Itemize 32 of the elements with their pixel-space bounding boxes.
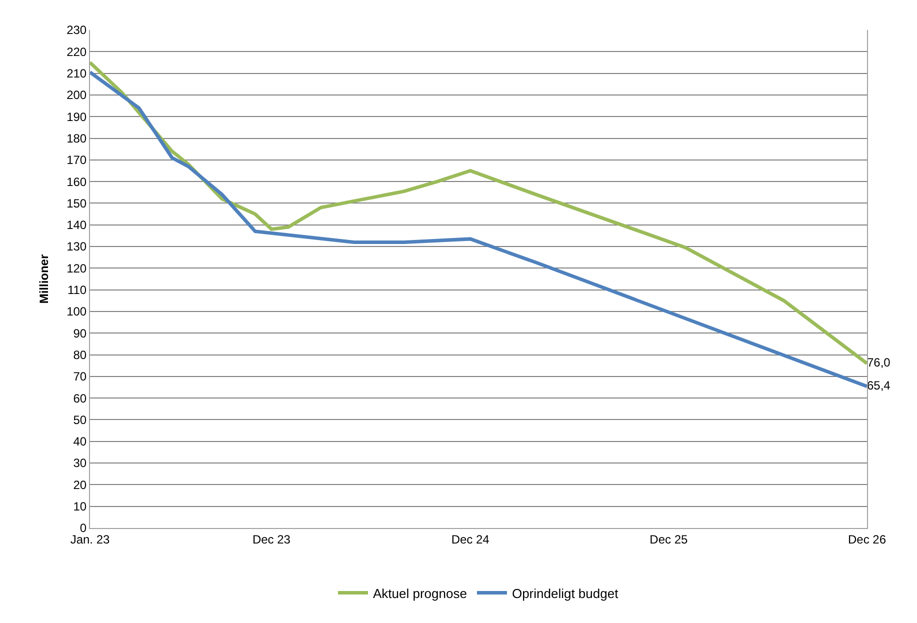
data-label: 65,4 <box>867 378 891 392</box>
y-tick-label: 140 <box>66 218 87 232</box>
y-tick-label: 220 <box>66 44 87 59</box>
y-tick-label: 40 <box>73 434 87 449</box>
y-tick-label: 190 <box>66 110 87 124</box>
y-tick-label: 10 <box>73 500 87 514</box>
y-tick-label: 90 <box>73 326 87 340</box>
y-tick-label: 210 <box>66 66 87 80</box>
legend-label: Oprindeligt budget <box>512 586 619 601</box>
data-label: 76,0 <box>867 355 891 370</box>
x-tick-label: Dec 26 <box>848 532 886 546</box>
y-tick-label: 150 <box>66 196 87 210</box>
y-tick-label: 70 <box>73 370 87 384</box>
y-axis-title: Millioner <box>36 254 51 304</box>
x-tick-label: Dec 25 <box>650 532 688 546</box>
x-tick-label: Dec 24 <box>451 532 490 546</box>
y-tick-label: 100 <box>66 304 87 319</box>
y-tick-label: 60 <box>73 391 87 406</box>
y-tick-label: 30 <box>73 456 87 470</box>
y-tick-label: 160 <box>66 174 87 189</box>
y-tick-label: 80 <box>73 348 87 362</box>
y-tick-label: 180 <box>66 131 87 146</box>
x-tick-label: Dec 23 <box>252 532 291 546</box>
y-tick-label: 200 <box>66 88 87 102</box>
legend-label: Aktuel prognose <box>373 586 467 601</box>
y-tick-label: 20 <box>73 478 87 492</box>
y-tick-label: 130 <box>66 240 87 254</box>
y-tick-label: 230 <box>66 23 87 38</box>
y-tick-label: 50 <box>73 412 87 427</box>
y-tick-label: 120 <box>66 261 87 276</box>
y-tick-label: 170 <box>66 153 87 168</box>
y-tick-label: 110 <box>67 283 87 298</box>
